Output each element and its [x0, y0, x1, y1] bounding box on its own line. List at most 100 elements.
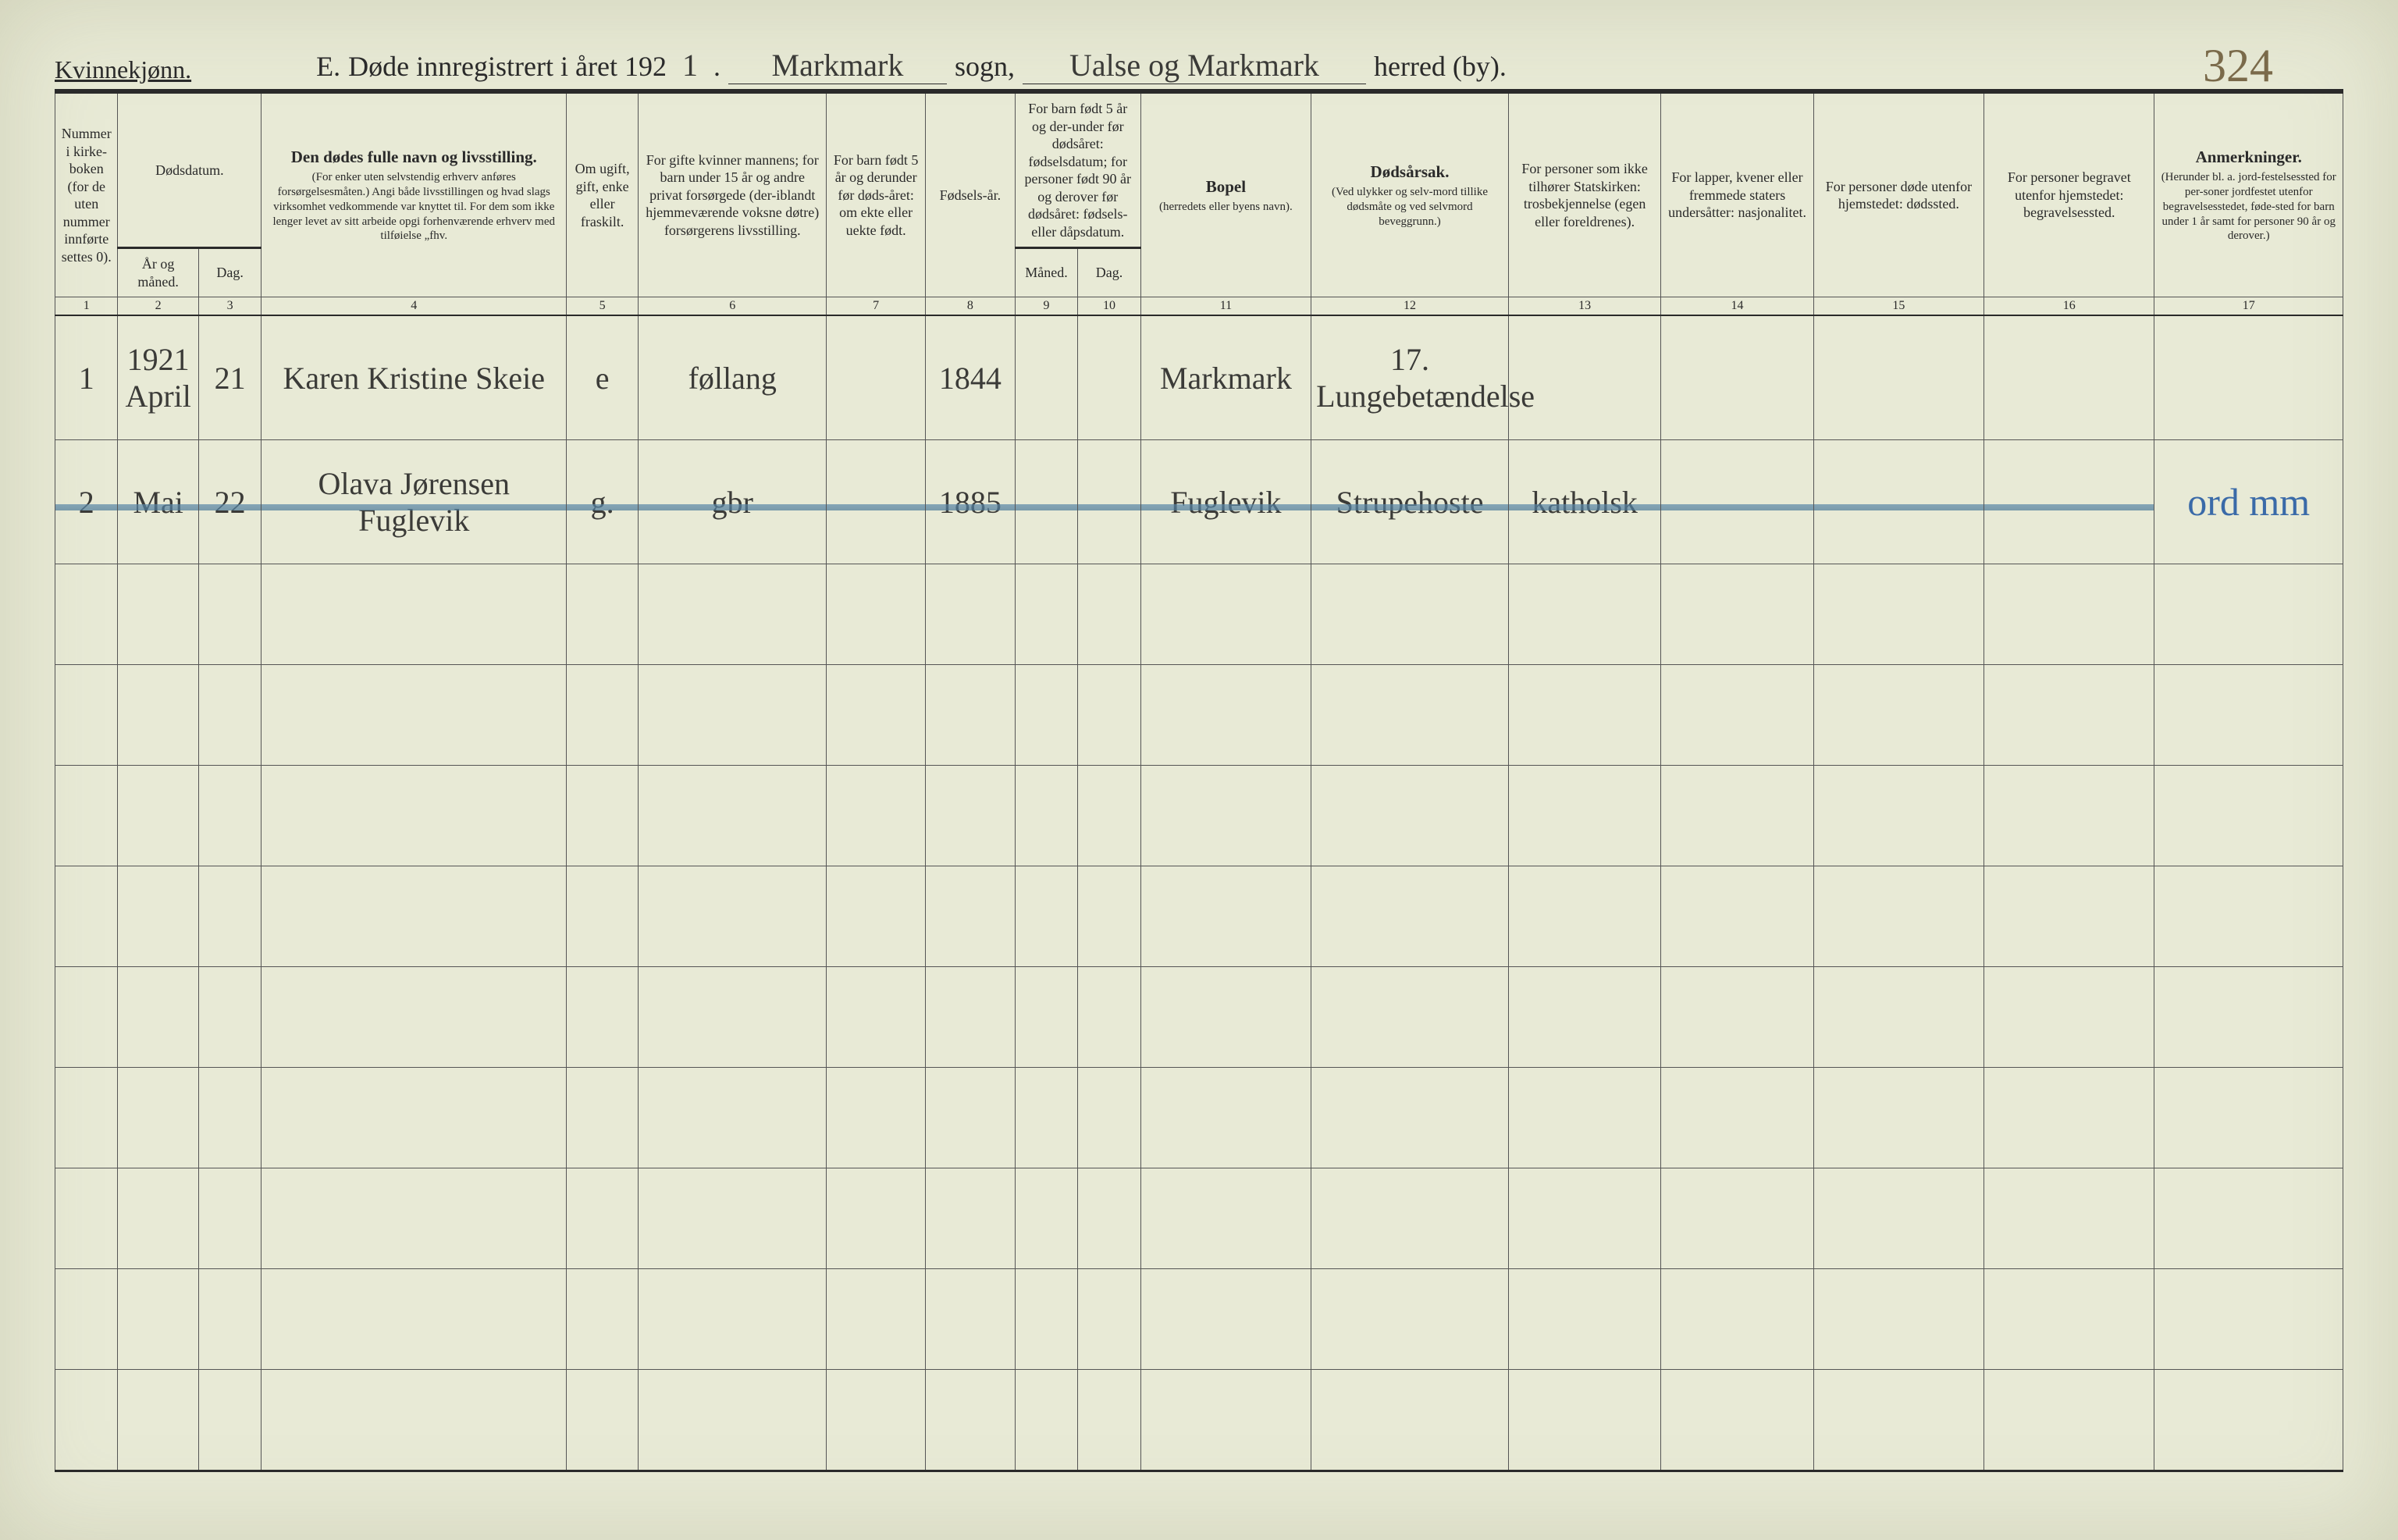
cell-empty	[1508, 766, 1660, 866]
cell-empty	[1140, 665, 1311, 766]
cell-empty	[2154, 766, 2343, 866]
cell	[1984, 440, 2154, 564]
herred-value: Ualse og Markmark	[1023, 47, 1366, 84]
cell-empty	[827, 866, 925, 967]
cell-empty	[1015, 564, 1077, 665]
cell-empty	[925, 866, 1015, 967]
table-row-empty	[55, 564, 2343, 665]
cell-empty	[925, 967, 1015, 1068]
cell-empty	[925, 1168, 1015, 1269]
cell-empty	[262, 564, 567, 665]
title-line: E. Døde innregistrert i året 192 1 . Mar…	[316, 47, 2343, 84]
cell-empty	[1984, 1269, 2154, 1370]
cell	[1661, 440, 1813, 564]
title-year-digit: 1	[674, 47, 706, 84]
cell-empty	[1508, 665, 1660, 766]
cell-empty	[1984, 1068, 2154, 1168]
cell-empty	[55, 1068, 118, 1168]
cell: 2	[55, 440, 118, 564]
cell-empty	[118, 967, 198, 1068]
cell-empty	[567, 665, 639, 766]
cell-empty	[1984, 1168, 2154, 1269]
cell-empty	[1813, 1269, 1984, 1370]
cell-empty	[567, 866, 639, 967]
cell-empty	[1140, 1168, 1311, 1269]
table-row-empty	[55, 866, 2343, 967]
cell-empty	[198, 1068, 261, 1168]
col-header-birthdate-group: For barn født 5 år og der-under før døds…	[1015, 93, 1140, 248]
table-row-empty	[55, 665, 2343, 766]
cell-empty	[1015, 1168, 1077, 1269]
cell-empty	[639, 665, 827, 766]
cell-empty	[1311, 665, 1509, 766]
cell-empty	[1661, 1269, 1813, 1370]
cell-empty	[925, 1269, 1015, 1370]
cell-empty	[827, 665, 925, 766]
cell-empty	[827, 1370, 925, 1471]
cell-empty	[1813, 967, 1984, 1068]
cell-empty	[1984, 1370, 2154, 1471]
cell-empty	[2154, 1269, 2343, 1370]
cell-empty	[1015, 967, 1077, 1068]
cell: Markmark	[1140, 315, 1311, 440]
cell-empty	[1661, 1068, 1813, 1168]
col-number: 1	[55, 297, 118, 316]
col-number: 7	[827, 297, 925, 316]
cell-empty	[639, 1068, 827, 1168]
cell-empty	[2154, 665, 2343, 766]
cell-empty	[925, 1370, 1015, 1471]
cell-empty	[925, 1068, 1015, 1168]
cell-empty	[1015, 1269, 1077, 1370]
col-number: 17	[2154, 297, 2343, 316]
cell-empty	[1661, 1370, 1813, 1471]
cell-empty	[262, 1068, 567, 1168]
col-number: 2	[118, 297, 198, 316]
cell-empty	[262, 766, 567, 866]
table-row-empty	[55, 1168, 2343, 1269]
col-number: 14	[1661, 297, 1813, 316]
cell-empty	[198, 1370, 261, 1471]
cell-empty	[118, 866, 198, 967]
table-row: 2Mai22Olava Jørensen Fuglevikg.gbr1885Fu…	[55, 440, 2343, 564]
cell: 22	[198, 440, 261, 564]
col-header-7: For barn født 5 år og derunder før døds-…	[827, 93, 925, 297]
cell-empty	[198, 564, 261, 665]
cell-empty	[1078, 564, 1140, 665]
cell	[1984, 315, 2154, 440]
cell-empty	[2154, 564, 2343, 665]
cell-empty	[1140, 1269, 1311, 1370]
cell-empty	[118, 1068, 198, 1168]
col-number: 15	[1813, 297, 1984, 316]
cell-empty	[198, 1269, 261, 1370]
cell-empty	[1015, 866, 1077, 967]
cell-empty	[1140, 564, 1311, 665]
cell-empty	[639, 967, 827, 1068]
cell-empty	[1813, 1168, 1984, 1269]
cell-empty	[1813, 866, 1984, 967]
col-header-8: Fødsels-år.	[925, 93, 1015, 297]
cell-empty	[639, 1269, 827, 1370]
cell: 1885	[925, 440, 1015, 564]
cell-empty	[827, 1269, 925, 1370]
col-header-1: Nummer i kirke-boken (for de uten nummer…	[55, 93, 118, 297]
cell-empty	[925, 665, 1015, 766]
cell-empty	[1078, 766, 1140, 866]
cell-empty	[262, 1168, 567, 1269]
col-header-dodsdatum: Dødsdatum.	[118, 93, 262, 248]
cell: Strupehoste	[1311, 440, 1509, 564]
col-header-15: For personer døde utenfor hjemstedet: dø…	[1813, 93, 1984, 297]
cell-empty	[639, 766, 827, 866]
cell-empty	[118, 564, 198, 665]
cell: Mai	[118, 440, 198, 564]
col-number: 13	[1508, 297, 1660, 316]
cell-empty	[1311, 766, 1509, 866]
cell-empty	[1813, 665, 1984, 766]
table-row-empty	[55, 967, 2343, 1068]
cell	[827, 315, 925, 440]
cell-empty	[1984, 665, 2154, 766]
cell-empty	[55, 564, 118, 665]
register-page: 324 Kvinnekjønn. E. Døde innregistrert i…	[0, 0, 2398, 1540]
cell-empty	[1311, 1068, 1509, 1168]
cell-empty	[639, 564, 827, 665]
cell-empty	[925, 766, 1015, 866]
